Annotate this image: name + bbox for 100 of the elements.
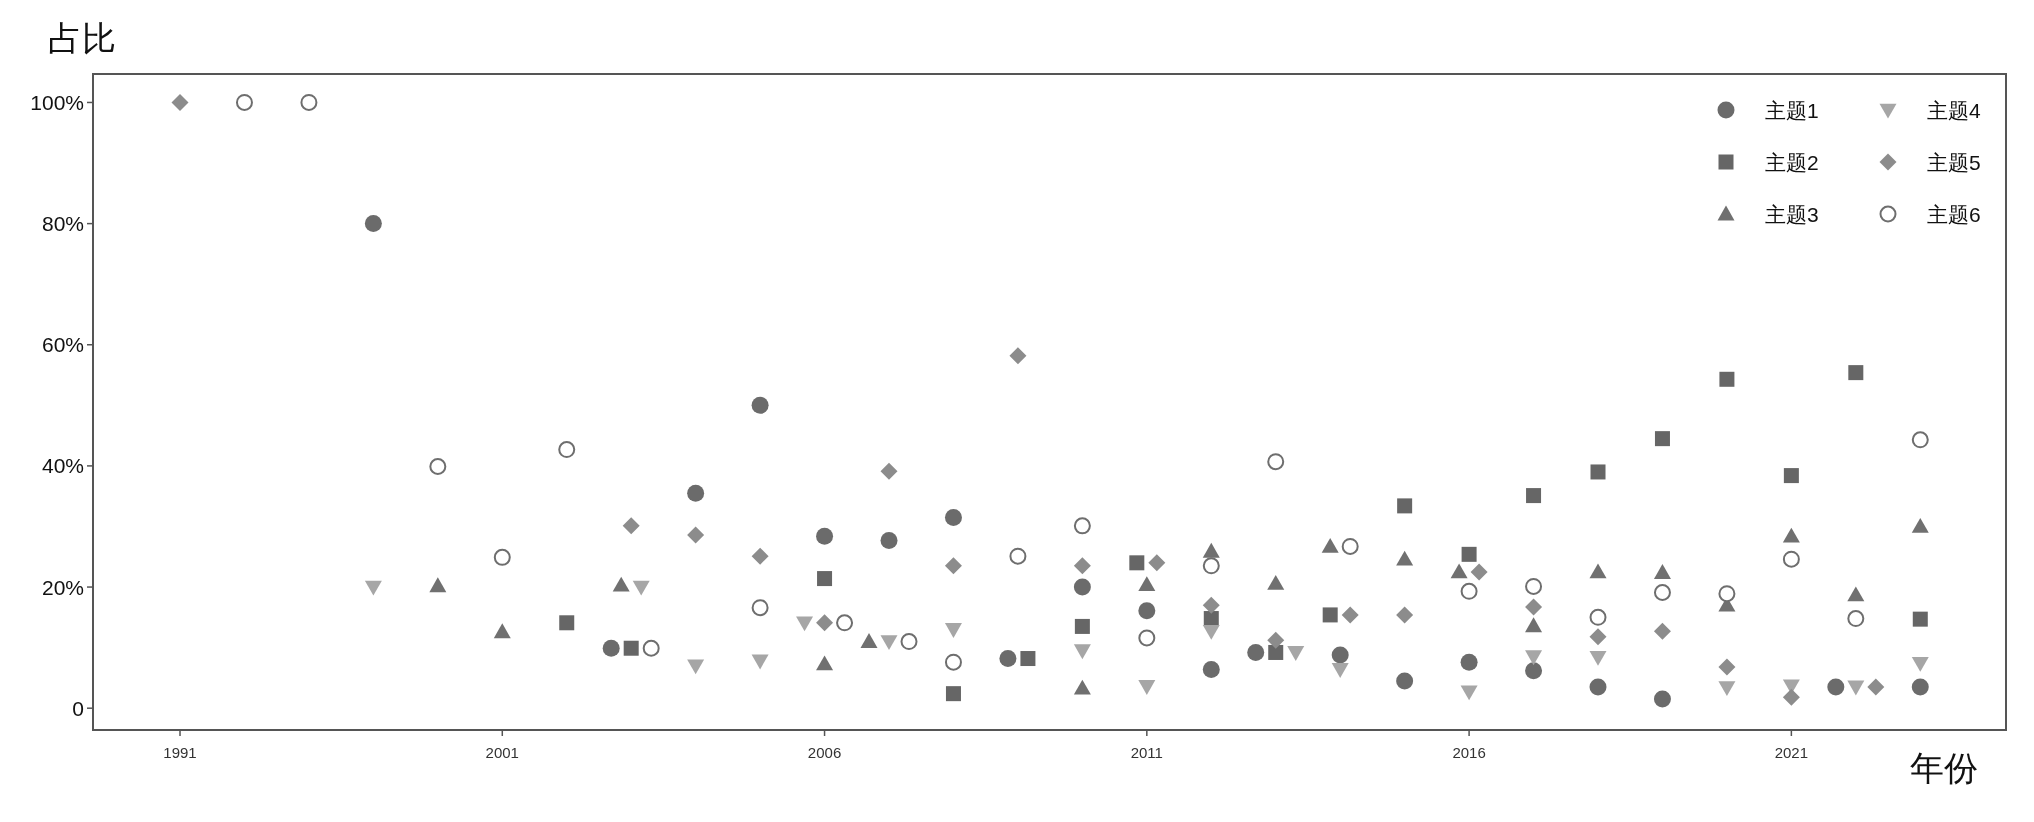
point — [429, 577, 447, 593]
point — [751, 396, 769, 414]
y-tick-label: 100% — [30, 90, 84, 114]
point — [816, 655, 834, 671]
point — [558, 441, 576, 459]
point — [1847, 610, 1865, 628]
point — [1396, 550, 1414, 566]
point — [1009, 347, 1027, 365]
point — [1911, 517, 1929, 533]
point — [1267, 453, 1285, 471]
point — [1267, 574, 1285, 590]
point — [751, 654, 769, 670]
point — [1782, 550, 1800, 568]
point — [1202, 557, 1220, 575]
y-tick-label: 20% — [41, 575, 84, 599]
point — [1396, 606, 1414, 624]
point — [1203, 611, 1219, 627]
legend-label: 主题1 — [1765, 98, 1819, 122]
legend-label: 主题4 — [1927, 98, 1981, 122]
point — [1525, 598, 1543, 616]
legend-label: 主题5 — [1927, 150, 1981, 174]
point — [1073, 679, 1091, 695]
x-tick-label: 2021 — [1774, 744, 1809, 761]
point — [1138, 629, 1156, 647]
point — [1653, 564, 1671, 579]
point — [816, 614, 834, 632]
y-tick-label: 40% — [41, 454, 84, 478]
y-tick-label: 80% — [41, 212, 84, 236]
point — [1525, 577, 1543, 595]
point — [1654, 431, 1670, 447]
y-tick-label: 0 — [72, 696, 84, 720]
point — [300, 93, 318, 111]
point — [1074, 618, 1090, 634]
point — [1912, 611, 1928, 627]
point — [1911, 431, 1929, 449]
point — [1589, 628, 1607, 646]
point — [1847, 680, 1865, 696]
legend-label: 主题2 — [1765, 150, 1819, 174]
point — [817, 571, 833, 587]
point — [1460, 685, 1478, 701]
point — [1202, 542, 1220, 558]
point — [1331, 663, 1349, 678]
point — [944, 557, 962, 575]
point — [880, 531, 898, 549]
x-axis-title: 年份 — [1910, 749, 1978, 787]
point — [1589, 678, 1607, 696]
point — [1525, 650, 1543, 666]
y-tick-label: 60% — [41, 333, 84, 357]
point — [1073, 644, 1091, 660]
point — [364, 215, 382, 233]
point — [1718, 585, 1736, 603]
point — [1460, 582, 1478, 600]
point — [364, 580, 382, 596]
point — [1783, 468, 1799, 484]
point — [1202, 624, 1220, 640]
x-tick-label: 2001 — [485, 744, 519, 761]
point — [945, 686, 961, 702]
point — [1653, 690, 1671, 708]
y-axis-title: 占比 — [48, 19, 116, 57]
point — [1782, 688, 1800, 706]
point — [1911, 657, 1929, 672]
point — [1009, 547, 1027, 565]
point — [1590, 464, 1606, 480]
point — [622, 517, 640, 535]
point — [1718, 658, 1736, 676]
point — [1719, 371, 1735, 387]
point — [1525, 617, 1543, 633]
point — [1847, 586, 1865, 602]
point — [1653, 622, 1671, 640]
point — [1653, 584, 1671, 601]
legend-label: 主题6 — [1927, 202, 1981, 226]
point — [816, 527, 834, 545]
point — [235, 93, 253, 111]
point — [1138, 576, 1156, 591]
point — [1589, 608, 1607, 626]
point — [1331, 646, 1349, 664]
point — [1718, 681, 1736, 697]
point — [751, 547, 769, 565]
point — [944, 508, 962, 526]
point — [1911, 678, 1929, 696]
point — [171, 93, 189, 111]
point — [944, 653, 962, 671]
point — [1589, 650, 1607, 666]
point — [944, 623, 962, 638]
point — [880, 462, 898, 480]
point — [1138, 602, 1156, 620]
x-tick-label: 2011 — [1130, 744, 1163, 761]
point — [880, 635, 898, 651]
point — [1848, 365, 1864, 381]
point — [1525, 662, 1543, 680]
point — [493, 623, 511, 639]
point — [429, 458, 447, 476]
point — [1396, 672, 1414, 690]
x-tick-label: 1991 — [163, 744, 197, 761]
point — [559, 615, 575, 631]
point — [1460, 653, 1478, 671]
legend-label: 主题3 — [1765, 202, 1819, 226]
point — [1073, 557, 1091, 575]
point — [687, 526, 705, 544]
point — [687, 484, 705, 502]
